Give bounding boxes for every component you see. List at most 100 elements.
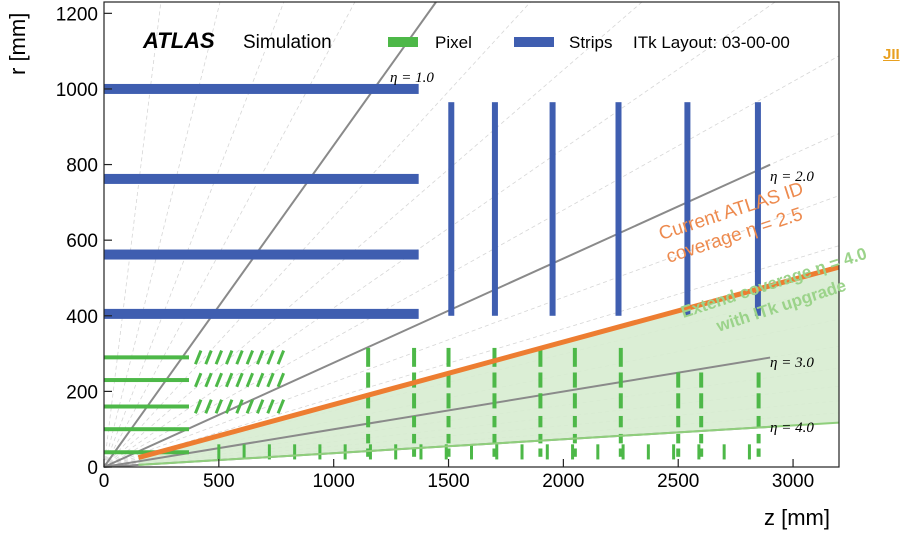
pixel-inclined-module (266, 399, 275, 414)
grid-ray (103, 1, 162, 468)
pixel-endcap-ring (446, 372, 451, 388)
pixel-endcap-ring (412, 448, 417, 457)
pixel-endcap-ring (366, 448, 371, 457)
pixel-endcap-ring (676, 448, 681, 457)
pixel-endcap-ring (538, 372, 543, 388)
pixel-endcap-ring (756, 448, 761, 457)
pixel-endcap-ring (492, 393, 497, 409)
strip-barrel-layer (104, 173, 419, 184)
pixel-barrel-layer (104, 355, 189, 360)
pixel-endcap-ring (446, 448, 451, 457)
pixel-endcap-ring (699, 448, 704, 457)
pixel-inclined-module (266, 349, 275, 365)
pixel-endcap-ring (572, 393, 577, 409)
pixel-inclined-module (256, 349, 265, 365)
pixel-endcap-ring (242, 444, 246, 460)
pixel-endcap-ring (596, 444, 600, 460)
eta-line (103, 1, 437, 468)
legend-pixel-swatch (388, 37, 418, 47)
y-tick-label: 800 (66, 156, 98, 177)
extended-coverage-line (138, 421, 840, 466)
strip-endcap-disk (448, 102, 455, 316)
pixel-endcap-ring (538, 448, 543, 457)
eta-1-label: η = 1.0 (390, 70, 434, 86)
pixel-endcap-ring (618, 347, 623, 367)
pixel-inclined-module (235, 372, 244, 388)
pixel-endcap-ring (412, 433, 417, 444)
pixel-endcap-ring (538, 433, 543, 444)
grid-ray (103, 1, 776, 468)
pixel-inclined-module (276, 399, 286, 414)
plot-frame (103, 1, 840, 468)
pixel-endcap-ring (618, 433, 623, 444)
pixel-inclined-module (245, 349, 254, 365)
strip-barrel-layer (104, 308, 419, 319)
pixel-endcap-ring (618, 393, 623, 409)
simulation-label: Simulation (243, 32, 332, 53)
legend-strips-swatch (514, 37, 554, 47)
strip-endcap-disk (491, 102, 498, 316)
pixel-inclined-module (235, 349, 244, 365)
pixel-endcap-ring (538, 415, 543, 428)
grid-ray (103, 195, 840, 468)
pixel-endcap-ring (366, 372, 371, 388)
pixel-endcap-ring (366, 415, 371, 428)
y-tick-label: 200 (66, 382, 98, 403)
x-tick-label: 2500 (657, 471, 699, 492)
eta-3-label: η = 3.0 (770, 355, 814, 371)
x-tick-label: 2000 (542, 471, 584, 492)
strip-endcap-disk (684, 102, 691, 316)
pixel-inclined-module (235, 399, 244, 414)
pixel-endcap-ring (756, 393, 761, 409)
strip-barrel-layer (104, 83, 419, 94)
pixel-endcap-ring (572, 448, 577, 457)
detector-layout (104, 83, 761, 460)
strip-endcap-disk (754, 102, 761, 316)
pixel-endcap-ring (747, 444, 751, 460)
pixel-endcap-ring (394, 444, 398, 460)
pixel-endcap-ring (492, 372, 497, 388)
corner-tag: JII (883, 46, 900, 63)
pixel-endcap-ring (572, 415, 577, 428)
pixel-inclined-module (276, 349, 286, 365)
pixel-endcap-ring (676, 372, 681, 388)
pixel-inclined-module (214, 399, 223, 414)
pixel-endcap-ring (699, 415, 704, 428)
pixel-endcap-ring (446, 347, 451, 367)
strip-endcap-disk (615, 102, 622, 316)
pixel-endcap-ring (621, 444, 625, 460)
pixel-inclined-module (245, 399, 254, 414)
pixel-endcap-ring (618, 448, 623, 457)
eta-line (103, 356, 771, 468)
pixel-endcap-ring (446, 415, 451, 428)
legend-strips-label: Strips (569, 33, 612, 52)
pixel-barrel-layer (104, 404, 189, 409)
pixel-endcap-ring (545, 444, 549, 460)
pixel-endcap-ring (571, 444, 575, 460)
pixel-inclined-module (194, 372, 203, 388)
atlas-label: ATLAS (142, 28, 215, 53)
pixel-endcap-ring (572, 347, 577, 367)
y-axis-title: r [mm] (5, 13, 30, 75)
pixel-inclined-module (204, 349, 213, 365)
pixel-endcap-ring (672, 444, 676, 460)
legend-pixel-label: Pixel (435, 33, 472, 52)
pixel-endcap-ring (419, 444, 423, 460)
pixel-endcap-ring (412, 347, 417, 367)
pixel-endcap-ring (495, 444, 499, 460)
pixel-endcap-ring (618, 415, 623, 428)
current-coverage-line (137, 264, 840, 461)
grid-ray (103, 1, 285, 468)
pixel-inclined-module (204, 372, 213, 388)
pixel-inclined-module (194, 349, 203, 365)
pixel-endcap-ring (492, 448, 497, 457)
pixel-endcap-ring (446, 433, 451, 444)
x-axis-title: z [mm] (764, 505, 830, 530)
pixel-endcap-ring (366, 433, 371, 444)
eta-4-label: η = 4.0 (770, 420, 814, 436)
pixel-endcap-ring (446, 393, 451, 409)
eta-2-label: η = 2.0 (770, 169, 814, 185)
strip-endcap-disk (549, 102, 556, 316)
pixel-endcap-ring (366, 347, 371, 367)
